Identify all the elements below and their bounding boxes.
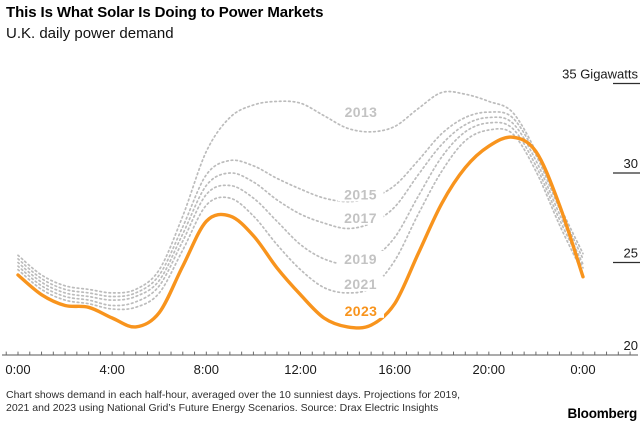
series-label-2015: 2015	[344, 186, 377, 202]
chart-footnote: Chart shows demand in each half-hour, av…	[6, 389, 566, 415]
footnote-line-2: 2021 and 2023 using National Grid’s Futu…	[6, 402, 439, 414]
x-tick-label-400: 4:00	[100, 362, 125, 377]
footnote-line-1: Chart shows demand in each half-hour, av…	[6, 389, 461, 401]
series-label-backdrop-2015	[337, 186, 384, 202]
series-line-2021	[17, 127, 584, 311]
x-tick-label-2000: 20:00	[473, 362, 506, 377]
series-label-backdrop-2017	[337, 209, 384, 225]
y-tick-label-30: 30	[624, 156, 638, 171]
series-label-backdrop-2013	[338, 104, 385, 120]
x-tick-label-1600: 16:00	[378, 362, 411, 377]
series-label-2019: 2019	[344, 251, 377, 267]
series-label-backdrop-2023	[338, 302, 385, 318]
page-subtitle: U.K. daily power demand	[6, 25, 174, 42]
series-label-2023: 2023	[345, 303, 378, 319]
y-tick-label-35: 35 Gigawatts	[562, 67, 638, 82]
series-line-2017	[17, 116, 584, 301]
x-tick-label-000: 0:00	[570, 362, 595, 377]
series-line-2019	[17, 121, 584, 307]
series-label-2013: 2013	[345, 104, 378, 120]
series-line-2013	[17, 90, 584, 294]
series-line-2015	[17, 111, 584, 298]
y-tick-label-20: 20	[624, 338, 638, 353]
x-tick-label-800: 8:00	[194, 362, 219, 377]
y-tick-label-25: 25	[624, 246, 638, 261]
page-title: This Is What Solar Is Doing to Power Mar…	[6, 4, 324, 21]
series-label-2021: 2021	[344, 276, 377, 292]
x-tick-label-000: 0:00	[5, 362, 30, 377]
x-tick-label-1200: 12:00	[284, 362, 317, 377]
series-label-backdrop-2019	[337, 250, 384, 266]
series-label-2017: 2017	[344, 210, 377, 226]
series-label-backdrop-2021	[337, 275, 384, 291]
bloomberg-logo: Bloomberg	[567, 406, 638, 421]
series-line-2023	[16, 135, 585, 330]
